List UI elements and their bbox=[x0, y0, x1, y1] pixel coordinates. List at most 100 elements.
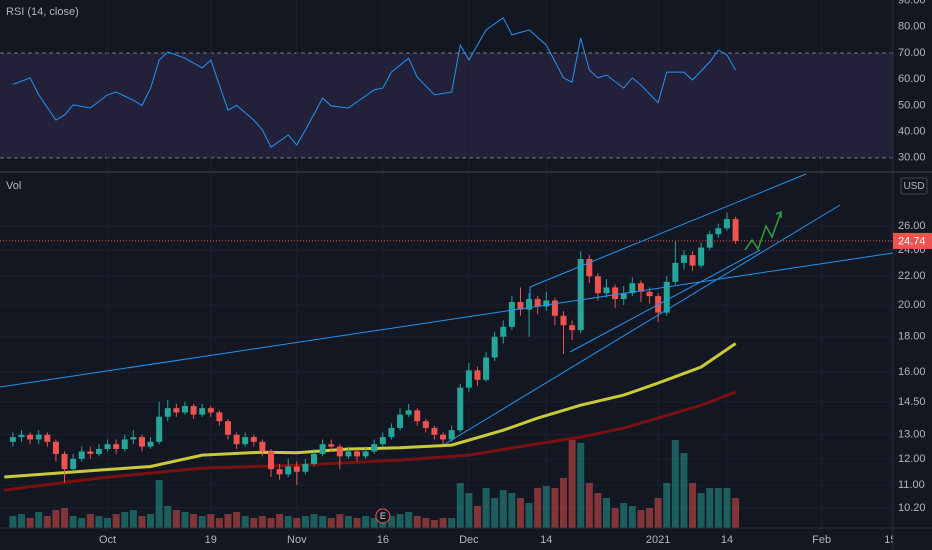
candle-body bbox=[680, 255, 687, 263]
volume-bar bbox=[327, 518, 335, 528]
last-price-label: 24.74 bbox=[898, 235, 926, 247]
volume-bar bbox=[112, 514, 120, 528]
candle-body bbox=[491, 336, 498, 358]
volume-bar bbox=[224, 514, 232, 528]
x-tick-label: Nov bbox=[287, 534, 307, 546]
candle-body bbox=[723, 219, 730, 229]
y-tick-label: 40.00 bbox=[898, 126, 926, 138]
x-tick-label: Oct bbox=[99, 534, 116, 546]
candle-body bbox=[698, 247, 705, 266]
volume-bar bbox=[516, 498, 524, 528]
volume-bar bbox=[258, 516, 266, 528]
candle-body bbox=[732, 219, 739, 241]
volume-bar bbox=[69, 516, 77, 528]
moving-average bbox=[4, 390, 737, 492]
candle-body bbox=[336, 446, 343, 457]
volume-bar bbox=[525, 503, 533, 528]
y-tick-label: 30.00 bbox=[898, 152, 926, 164]
candle-body bbox=[52, 441, 59, 454]
y-tick-label: 14.50 bbox=[898, 396, 926, 408]
y-tick-label: 10.20 bbox=[898, 502, 926, 514]
candle-body bbox=[259, 441, 266, 452]
candle-body bbox=[448, 430, 455, 440]
volume-bar bbox=[129, 510, 137, 528]
candle-body bbox=[465, 370, 472, 388]
volume-bar bbox=[147, 514, 155, 528]
candle-body bbox=[414, 410, 421, 422]
candle-body bbox=[646, 291, 653, 297]
volume-bar bbox=[637, 510, 645, 528]
candle-body bbox=[405, 410, 412, 415]
volume-bar bbox=[9, 516, 17, 528]
candle-body bbox=[285, 466, 292, 475]
candle-body bbox=[104, 444, 111, 450]
arrow-head bbox=[775, 210, 782, 218]
candle-body bbox=[543, 300, 550, 307]
volume-bar bbox=[646, 508, 654, 528]
candle-body bbox=[78, 451, 85, 459]
candle-body bbox=[156, 416, 163, 442]
y-tick-label: 22.00 bbox=[898, 270, 926, 282]
volume-bar bbox=[680, 453, 688, 528]
volume-bar bbox=[190, 514, 198, 528]
volume-bar bbox=[577, 443, 585, 528]
projection-arrow bbox=[744, 211, 782, 251]
volume-bar bbox=[448, 518, 456, 528]
volume-bar bbox=[611, 508, 619, 528]
y-tick-label: 26.00 bbox=[898, 220, 926, 232]
volume-bar bbox=[43, 516, 51, 528]
volume-bar bbox=[439, 518, 447, 528]
trend-line bbox=[444, 204, 841, 445]
candle-body bbox=[508, 302, 515, 327]
candle-body bbox=[526, 299, 533, 310]
y-tick-label: 12.00 bbox=[898, 453, 926, 465]
volume-bar bbox=[387, 516, 395, 528]
volume-bar bbox=[336, 514, 344, 528]
volume-bar bbox=[172, 510, 180, 528]
earnings-label: E bbox=[380, 511, 386, 521]
x-tick-label: Dec bbox=[459, 534, 479, 546]
volume-bar bbox=[86, 514, 94, 528]
candle-body bbox=[629, 283, 636, 294]
candle-body bbox=[181, 406, 188, 413]
volume-bar bbox=[241, 516, 249, 528]
volume-bar bbox=[654, 498, 662, 528]
trend-line bbox=[569, 249, 761, 353]
candle-body bbox=[319, 444, 326, 454]
moving-average bbox=[4, 342, 737, 479]
volume-bar bbox=[456, 483, 464, 528]
volume-bar bbox=[155, 480, 163, 528]
candle-body bbox=[199, 408, 206, 415]
volume-bar bbox=[104, 518, 112, 528]
candle-body bbox=[457, 387, 464, 431]
y-tick-label: 13.00 bbox=[898, 429, 926, 441]
candle-body bbox=[371, 444, 378, 452]
candle-body bbox=[9, 437, 16, 442]
volume-bar bbox=[215, 518, 223, 528]
volume-bar bbox=[293, 518, 301, 528]
volume-bar bbox=[18, 514, 26, 528]
volume-bar bbox=[689, 483, 697, 528]
volume-bar bbox=[233, 512, 241, 528]
candle-body bbox=[612, 287, 619, 300]
candle-body bbox=[35, 434, 42, 440]
volume-bar bbox=[723, 488, 731, 528]
y-tick-label: 60.00 bbox=[898, 73, 926, 85]
candle-body bbox=[663, 281, 670, 313]
candle-body bbox=[113, 444, 120, 450]
volume-bar bbox=[353, 518, 361, 528]
candle-body bbox=[586, 258, 593, 277]
volume-bar bbox=[121, 512, 129, 528]
volume-bar bbox=[396, 514, 404, 528]
volume-bar bbox=[671, 440, 679, 528]
candle-body bbox=[233, 434, 240, 445]
x-tick-label: Feb bbox=[812, 534, 831, 546]
candle-body bbox=[517, 302, 524, 310]
volume-bar bbox=[405, 512, 413, 528]
volume-bar bbox=[430, 520, 438, 528]
volume-bar bbox=[35, 512, 43, 528]
candle-body bbox=[95, 449, 102, 454]
candle-body bbox=[164, 408, 171, 417]
candle-body bbox=[61, 453, 68, 470]
